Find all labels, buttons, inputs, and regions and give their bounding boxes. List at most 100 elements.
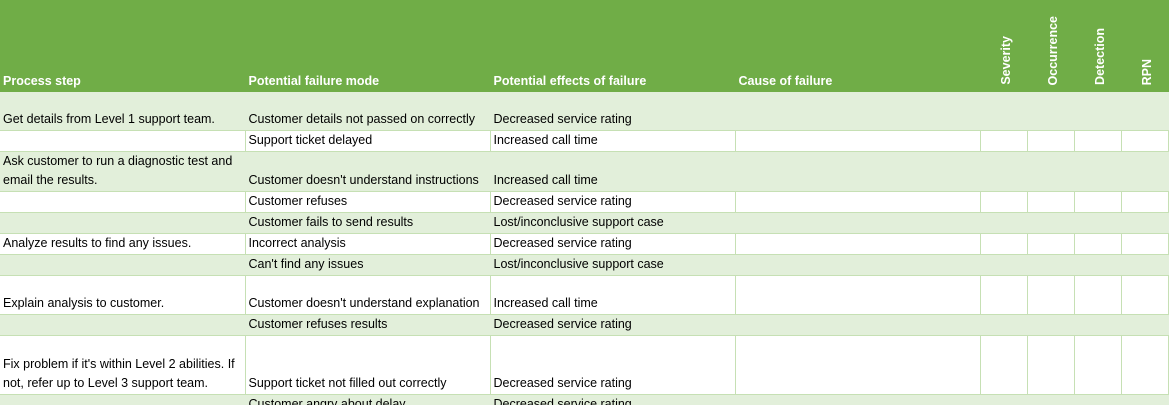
column-header: Process step <box>0 0 246 92</box>
empty-cell <box>1027 314 1075 336</box>
cell: Decreased service rating <box>490 335 736 395</box>
empty-cell <box>1074 212 1122 234</box>
cell: Customer refuses results <box>245 314 491 336</box>
cell: Get details from Level 1 support team. <box>0 92 246 131</box>
cell: Incorrect analysis <box>245 233 491 255</box>
empty-cell <box>1074 335 1122 395</box>
empty-cell <box>1027 92 1075 131</box>
header-row: Process step Potential failure mode Potent… <box>0 0 1169 92</box>
table-body: Get details from Level 1 support team. Cu… <box>0 92 1169 405</box>
empty-cell <box>735 151 981 192</box>
empty-cell <box>1074 191 1122 213</box>
empty-cell <box>1121 275 1169 315</box>
empty-cell <box>1027 130 1075 152</box>
empty-cell <box>1121 92 1169 131</box>
empty-cell <box>980 212 1028 234</box>
table-row: Ask customer to run a diagnostic test an… <box>0 151 1169 192</box>
cell: Customer fails to send results <box>245 212 491 234</box>
empty-cell <box>735 275 981 315</box>
empty-cell <box>1074 394 1122 405</box>
cell: Ask customer to run a diagnostic test an… <box>0 151 246 192</box>
empty-cell <box>1027 151 1075 192</box>
empty-cell <box>980 394 1028 405</box>
cell: Decreased service rating <box>490 394 736 405</box>
empty-cell <box>0 254 246 276</box>
column-header: Potential effects of failure <box>490 0 736 92</box>
empty-cell <box>980 275 1028 315</box>
cell: Customer doesn't understand explanation <box>245 275 491 315</box>
empty-cell <box>735 212 981 234</box>
empty-cell <box>735 254 981 276</box>
cell: Explain analysis to customer. <box>0 275 246 315</box>
empty-cell <box>980 92 1028 131</box>
empty-cell <box>1027 275 1075 315</box>
cell: Can't find any issues <box>245 254 491 276</box>
cell: Fix problem if it's within Level 2 abili… <box>0 335 246 395</box>
empty-cell <box>1027 233 1075 255</box>
empty-cell <box>1027 254 1075 276</box>
empty-cell <box>735 314 981 336</box>
empty-cell <box>1121 394 1169 405</box>
cell: Increased call time <box>490 151 736 192</box>
empty-cell <box>1121 212 1169 234</box>
empty-cell <box>735 130 981 152</box>
empty-cell <box>1121 191 1169 213</box>
table-row: Support ticket delayed Increased call tim… <box>0 130 1169 152</box>
empty-cell <box>980 335 1028 395</box>
column-header: RPN <box>1121 0 1169 92</box>
empty-cell <box>1027 191 1075 213</box>
cell: Decreased service rating <box>490 314 736 336</box>
empty-cell <box>980 314 1028 336</box>
empty-cell <box>735 92 981 131</box>
empty-cell <box>1027 335 1075 395</box>
cell: Customer details not passed on correctly <box>245 92 491 131</box>
empty-cell <box>980 254 1028 276</box>
table-row: Fix problem if it's within Level 2 abili… <box>0 335 1169 395</box>
empty-cell <box>1121 335 1169 395</box>
cell: Lost/inconclusive support case <box>490 254 736 276</box>
empty-cell <box>1074 130 1122 152</box>
empty-cell <box>1121 233 1169 255</box>
column-header: Cause of failure <box>735 0 981 92</box>
column-header: Occurrence <box>1027 0 1075 92</box>
table-row: Get details from Level 1 support team. Cu… <box>0 92 1169 131</box>
cell: Decreased service rating <box>490 233 736 255</box>
column-header: Potential failure mode <box>245 0 491 92</box>
table-row: Can't find any issues Lost/inconclusive s… <box>0 254 1169 276</box>
empty-cell <box>980 151 1028 192</box>
cell: Increased call time <box>490 275 736 315</box>
table-row: Explain analysis to customer. Customer do… <box>0 275 1169 315</box>
empty-cell <box>0 212 246 234</box>
table-row: Customer refuses results Decreased servic… <box>0 314 1169 336</box>
empty-cell <box>0 314 246 336</box>
empty-cell <box>1121 314 1169 336</box>
column-header-text: Detection <box>1092 28 1107 85</box>
empty-cell <box>1074 92 1122 131</box>
table-row: Customer refuses Decreased service rating <box>0 191 1169 213</box>
empty-cell <box>1027 394 1075 405</box>
empty-cell <box>735 233 981 255</box>
table-row: Analyze results to find any issues. Incor… <box>0 233 1169 255</box>
empty-cell <box>1074 314 1122 336</box>
empty-cell <box>0 191 246 213</box>
column-header: Detection <box>1074 0 1122 92</box>
empty-cell <box>735 394 981 405</box>
empty-cell <box>1121 130 1169 152</box>
column-header-text: RPN <box>1139 58 1154 85</box>
cell: Customer refuses <box>245 191 491 213</box>
column-header: Severity <box>980 0 1028 92</box>
cell: Decreased service rating <box>490 191 736 213</box>
empty-cell <box>1027 212 1075 234</box>
cell: Lost/inconclusive support case <box>490 212 736 234</box>
cell: Increased call time <box>490 130 736 152</box>
empty-cell <box>735 335 981 395</box>
empty-cell <box>0 394 246 405</box>
column-header-text: Severity <box>998 36 1013 85</box>
column-header-text: Occurrence <box>1045 15 1060 85</box>
empty-cell <box>980 191 1028 213</box>
empty-cell <box>735 191 981 213</box>
empty-cell <box>1074 151 1122 192</box>
cell: Support ticket not filled out correctly <box>245 335 491 395</box>
